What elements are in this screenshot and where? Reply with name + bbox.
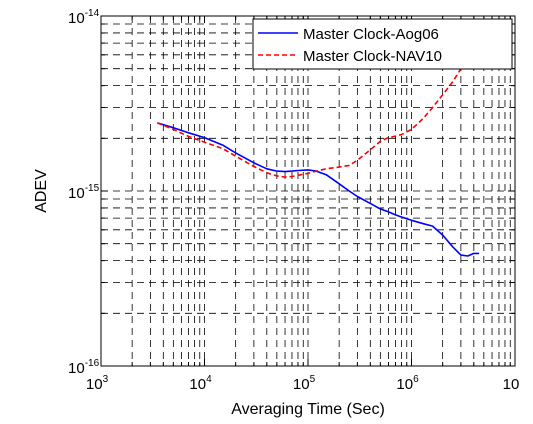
x-axis-label: Averaging Time (Sec) (231, 401, 385, 418)
x-tick-label: 104 (189, 374, 212, 393)
legend-box (252, 18, 513, 70)
series-line-aog06 (157, 122, 480, 257)
series-layer (156, 39, 480, 257)
y-axis-label: ADEV (33, 169, 50, 213)
y-tick-label: 10-14 (68, 8, 100, 27)
y-tick-label: 10-16 (68, 358, 100, 377)
x-tick-label: 103 (86, 374, 109, 393)
y-tick-label: 10-15 (68, 183, 100, 202)
legend: Master Clock-Aog06 Master Clock-NAV10 (252, 18, 513, 70)
legend-label-nav10: Master Clock-NAV10 (303, 48, 442, 65)
x-tick-label: 105 (293, 374, 316, 393)
x-tick-label: 10 (503, 376, 520, 393)
x-tick-label: 106 (396, 374, 419, 393)
legend-label-aog06: Master Clock-Aog06 (303, 26, 439, 43)
tick-labels: 103 104 105 106 10 10-16 10-15 10-14 (68, 8, 519, 393)
series-line-nav10 (156, 39, 480, 178)
